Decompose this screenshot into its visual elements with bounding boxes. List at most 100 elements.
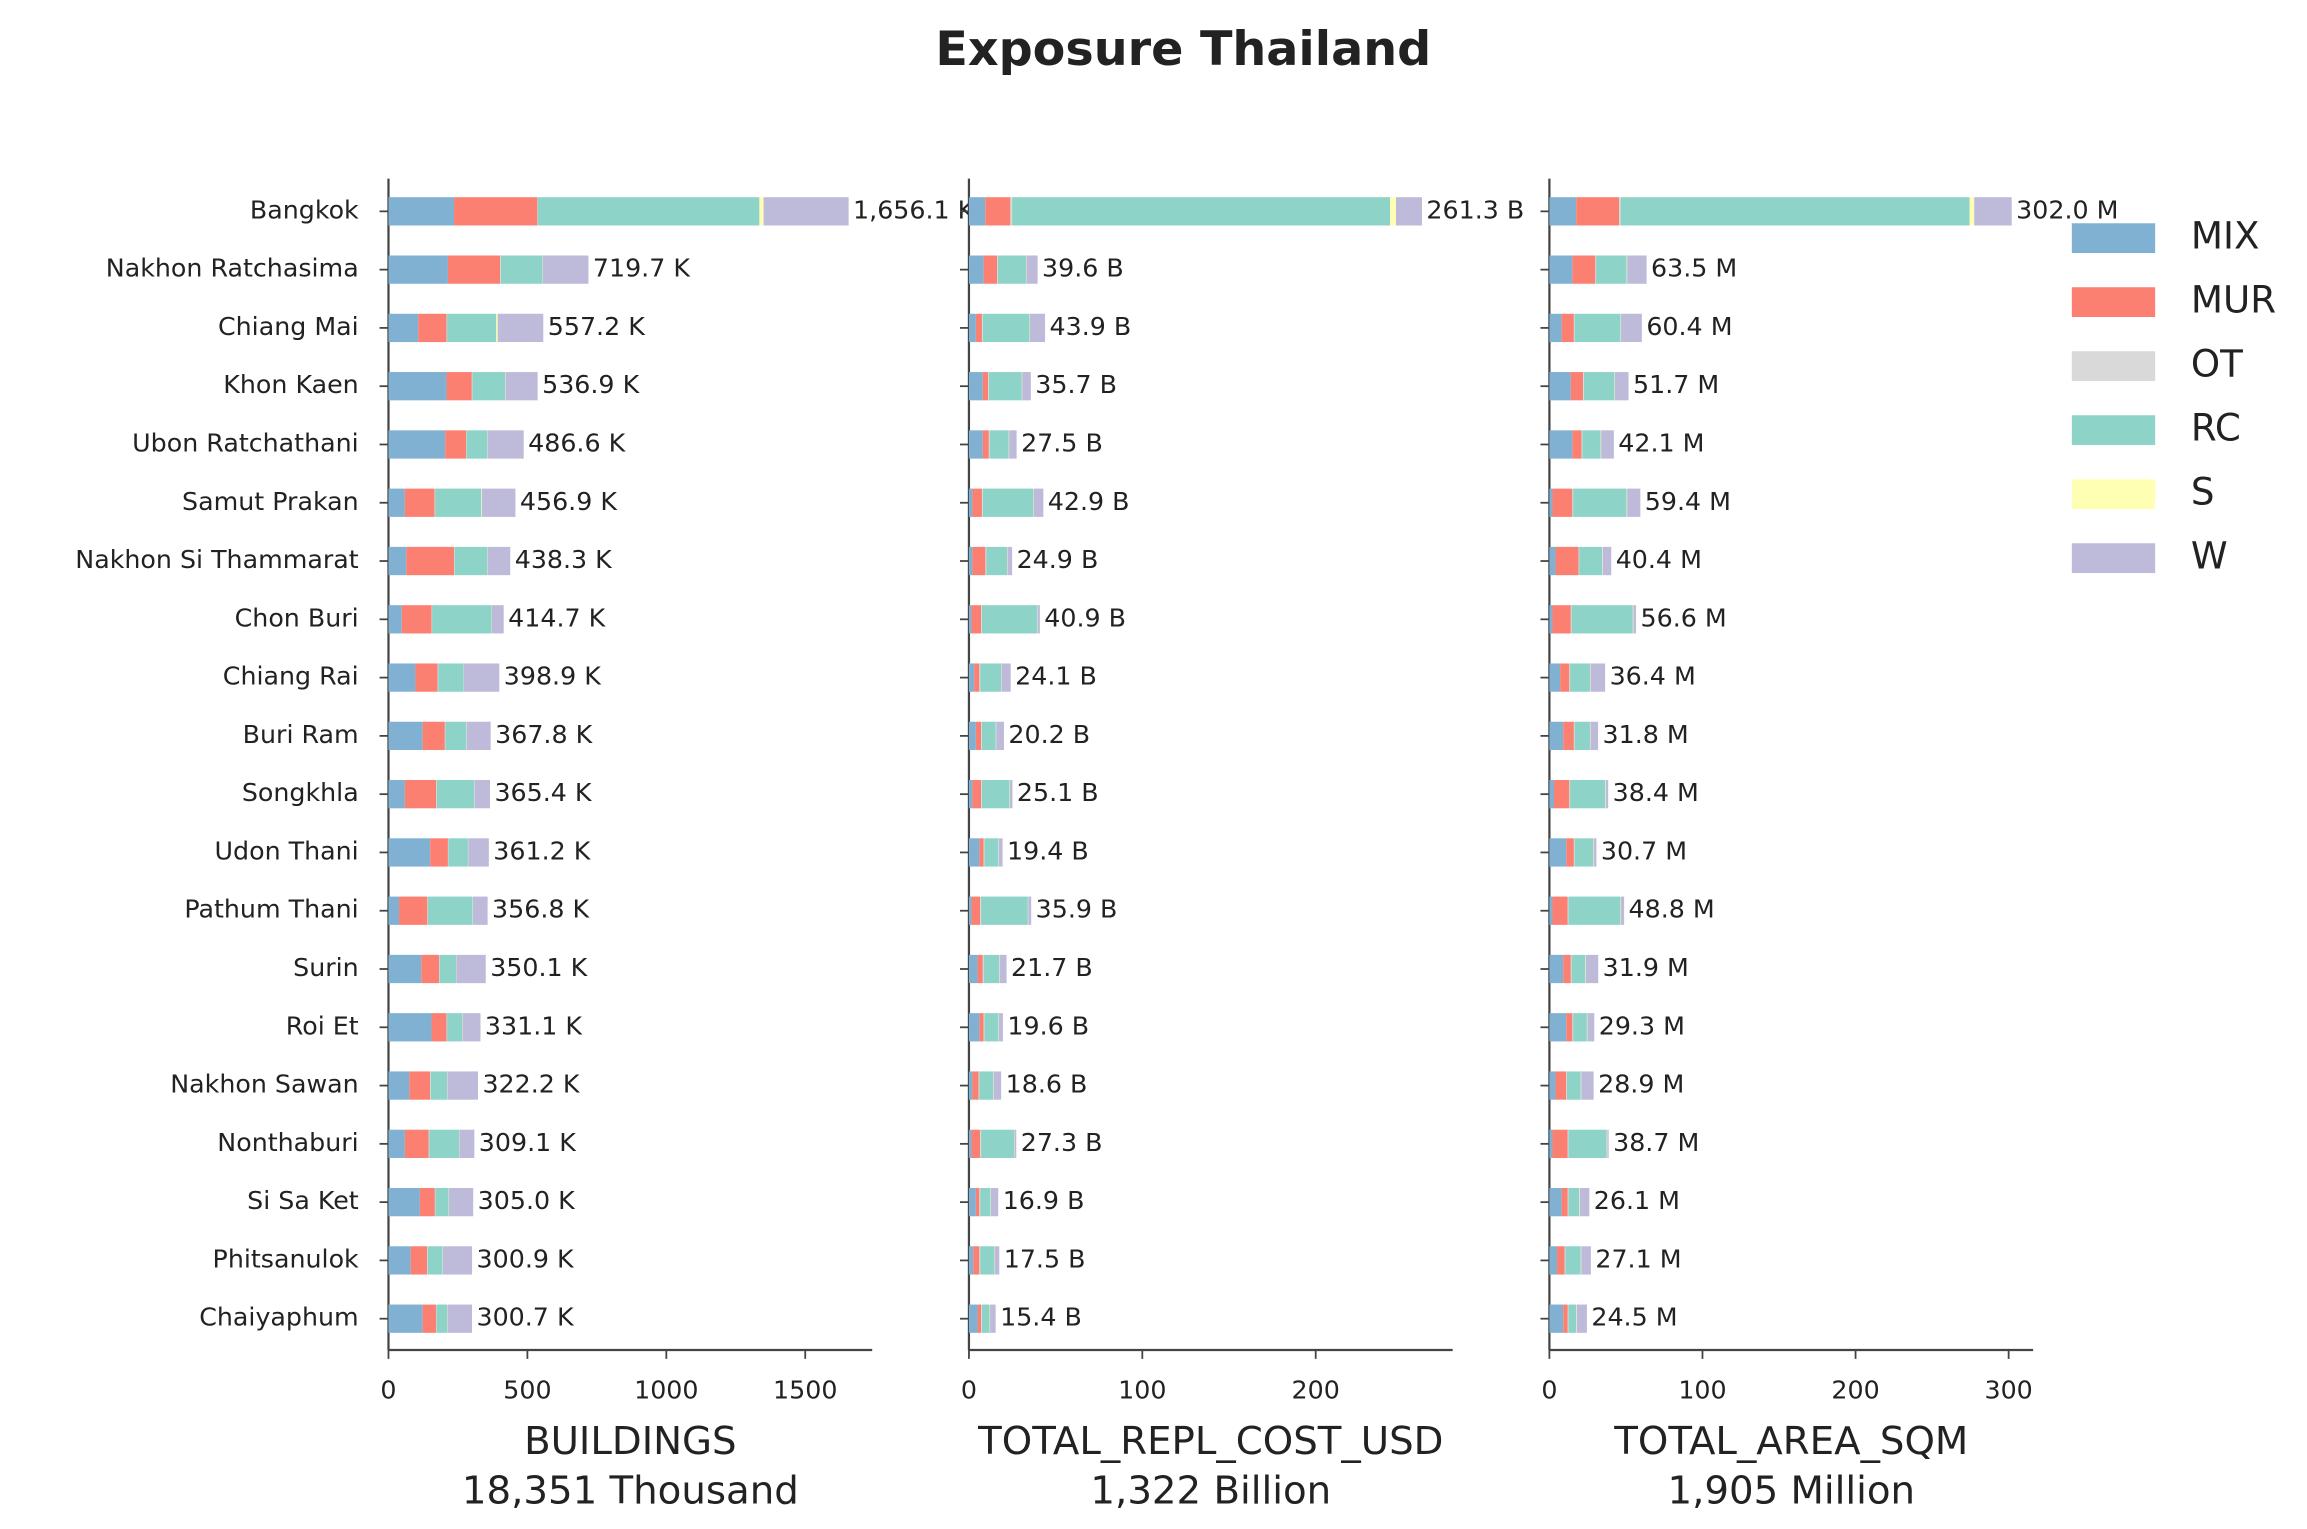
bar-segment xyxy=(968,313,976,343)
y-tick-label: Ubon Ratchathani xyxy=(132,428,359,457)
y-tick-label: Pathum Thani xyxy=(184,895,358,924)
bar-segment xyxy=(1029,313,1046,343)
x-tick-label: 300 xyxy=(1984,1376,2032,1405)
bar-segment xyxy=(1549,954,1564,984)
total-label: 31.9 M xyxy=(1603,953,1689,982)
legend-label: MIX xyxy=(2191,214,2260,258)
bar-segment xyxy=(1620,197,1970,226)
bar-segment xyxy=(388,488,405,517)
x-tick-label: 100 xyxy=(1118,1376,1166,1405)
total-label: 302.0 M xyxy=(2016,195,2118,224)
bar-segment xyxy=(465,430,467,459)
bar-segment xyxy=(979,1246,981,1275)
bar-segment xyxy=(463,663,500,692)
bar-segment xyxy=(968,372,983,401)
total-label: 15.4 B xyxy=(1000,1303,1082,1332)
bar-segment xyxy=(981,721,996,751)
bar-segment xyxy=(996,721,1004,751)
bar-segment xyxy=(1633,605,1637,634)
bar-segment xyxy=(1569,780,1571,809)
bar-segment xyxy=(979,663,981,692)
bar-segment xyxy=(404,488,435,517)
y-tick-label: Buri Ram xyxy=(243,720,359,749)
bar-segment xyxy=(1569,663,1571,692)
bar-segment xyxy=(500,255,543,284)
bar-segment xyxy=(1572,1013,1574,1042)
bar-segment xyxy=(1583,372,1615,401)
bar-segment xyxy=(432,605,492,634)
bar-segment xyxy=(763,197,849,226)
y-tick-label: Songkhla xyxy=(242,778,359,807)
bar-segment xyxy=(1572,430,1582,459)
bar-segment xyxy=(497,313,544,343)
bar-segment xyxy=(1581,430,1583,459)
x-tick-label: 0 xyxy=(961,1376,977,1405)
total-label: 19.6 B xyxy=(1007,1011,1089,1040)
bar-segment xyxy=(415,663,438,692)
bar-segment xyxy=(1574,838,1594,867)
y-tick-label: Chiang Rai xyxy=(223,662,359,691)
bar-segment xyxy=(1549,313,1562,343)
bar-segment xyxy=(431,1013,447,1042)
bar-segment xyxy=(1555,1071,1567,1100)
bar-segment xyxy=(972,546,986,576)
y-tick-label: Nakhon Si Thammarat xyxy=(75,545,358,574)
bar-segment xyxy=(1549,838,1567,867)
bar-segment xyxy=(1570,954,1572,984)
bar-segment xyxy=(500,255,501,284)
bar-segment xyxy=(982,430,989,459)
total-label: 29.3 M xyxy=(1599,1011,1685,1040)
bar-segment xyxy=(435,1304,437,1333)
bar-segment xyxy=(466,430,488,459)
bar-segment xyxy=(1621,896,1625,925)
bar-segment xyxy=(997,255,998,284)
x-tick-label: 1000 xyxy=(634,1376,698,1405)
bar-segment xyxy=(446,372,472,401)
bar-segment xyxy=(388,197,455,226)
total-label: 17.5 B xyxy=(1004,1244,1086,1273)
bar-segment xyxy=(481,488,482,517)
bar-segment xyxy=(1573,1013,1587,1042)
bar-segment xyxy=(1009,430,1017,459)
total-label: 48.8 M xyxy=(1629,895,1715,924)
x-tick-label: 200 xyxy=(1292,1376,1340,1405)
bar-segment xyxy=(406,546,455,576)
y-tick-label: Bangkok xyxy=(250,195,359,224)
bar-segment xyxy=(1561,1187,1568,1217)
total-label: 26.1 M xyxy=(1594,1186,1680,1215)
x-axis-label: TOTAL_AREA_SQM xyxy=(1613,1419,1968,1464)
legend-label: MUR xyxy=(2191,278,2276,322)
bar-segment xyxy=(1549,372,1571,401)
bar-segment xyxy=(981,605,1038,634)
total-label: 486.6 K xyxy=(528,428,626,457)
bar-segment xyxy=(447,1304,473,1333)
bar-segment xyxy=(1579,546,1603,576)
total-label: 300.9 K xyxy=(477,1244,575,1273)
bar-segment xyxy=(1549,488,1553,517)
total-label: 27.3 B xyxy=(1021,1128,1103,1157)
bar-segment xyxy=(447,838,449,867)
bar-segment xyxy=(1026,255,1038,284)
bar-segment xyxy=(1022,372,1031,401)
bar-segment xyxy=(471,372,473,401)
total-label: 438.3 K xyxy=(515,545,613,574)
bar-segment xyxy=(491,605,504,634)
bar-segment xyxy=(1572,255,1596,284)
total-label: 40.4 M xyxy=(1616,545,1702,574)
bar-segment xyxy=(1552,605,1571,634)
bar-segment xyxy=(1619,197,1621,226)
bar-segment xyxy=(968,605,972,634)
bar-segment xyxy=(421,954,440,984)
bar-segment xyxy=(388,255,448,284)
bar-segment xyxy=(428,1129,430,1158)
bar-segment xyxy=(1566,1071,1568,1100)
total-label: 557.2 K xyxy=(548,312,646,341)
bar-segment xyxy=(979,1071,994,1100)
bar-segment xyxy=(1607,1129,1609,1158)
bar-segment xyxy=(1549,1304,1564,1333)
bar-segment xyxy=(1549,1013,1567,1042)
total-label: 24.1 B xyxy=(1015,662,1097,691)
bar-segment xyxy=(444,721,446,751)
bar-segment xyxy=(980,1246,995,1275)
